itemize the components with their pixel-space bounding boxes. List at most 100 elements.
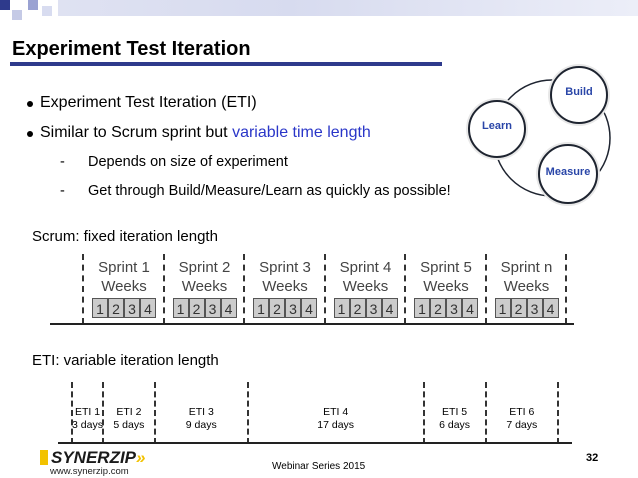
cycle-build-label: Build (565, 86, 593, 98)
sprint-name: Sprint 4 (339, 259, 392, 276)
sub-bullet-build-measure-learn: Get through Build/Measure/Learn as quick… (88, 183, 451, 199)
eti-name: ETI 5 (442, 406, 468, 418)
week-box: 4 (140, 298, 156, 318)
sprint-divider (323, 254, 326, 324)
synerzip-logo: SYNERZIP» (40, 448, 146, 468)
logo-chevrons: » (136, 448, 146, 467)
bullet-dot (27, 131, 33, 137)
title-underline (10, 62, 442, 66)
scrum-label: Scrum: fixed iteration length (32, 228, 218, 245)
week-box: 2 (349, 298, 366, 318)
sprint-header: Sprint n Weeks (491, 258, 563, 296)
bullet-scrum-prefix: Similar to Scrum sprint but (40, 124, 233, 141)
week-box: 1 (333, 298, 350, 318)
week-box: 4 (301, 298, 317, 318)
eti-duration: 3 days (72, 419, 103, 431)
eti-divider (246, 382, 249, 444)
sprint-unit: Weeks (101, 278, 147, 295)
sprint-header: Sprint 1 Weeks (88, 258, 160, 296)
sprint-divider (162, 254, 165, 324)
eti-duration: 17 days (317, 419, 355, 431)
bullet-dot (27, 101, 33, 107)
sprint-name: Sprint 5 (420, 259, 472, 276)
week-box: 2 (188, 298, 205, 318)
scrum-baseline (50, 323, 574, 325)
sub-bullet-dash: - (60, 154, 65, 170)
week-box: 1 (494, 298, 511, 318)
page-number: 32 (586, 452, 599, 464)
header-square-dark (0, 0, 10, 10)
sprint-header: Sprint 4 Weeks (330, 258, 402, 296)
week-box: 3 (285, 298, 301, 318)
sprint-unit: Weeks (262, 278, 308, 295)
week-box: 2 (510, 298, 527, 318)
sub-bullet-experiment-size: Depends on size of experiment (88, 154, 288, 170)
cycle-build-node (550, 66, 608, 124)
sprint-unit: Weeks (503, 278, 550, 295)
sprint-unit: Weeks (342, 278, 389, 295)
week-box: 3 (526, 298, 543, 318)
eti-divider (153, 382, 156, 444)
eti-divider (484, 382, 487, 444)
sprint-header: Sprint 5 Weeks (410, 258, 482, 296)
week-box: 4 (542, 298, 559, 318)
sprint-divider (243, 254, 245, 324)
week-box: 4 (381, 298, 398, 318)
eti-name: ETI 2 (116, 406, 142, 418)
eti-name: ETI 4 (323, 406, 349, 418)
week-box: 3 (446, 298, 462, 318)
week-box: 2 (430, 298, 446, 318)
week-box: 1 (253, 298, 269, 318)
eti-label: ETI: variable iteration length (32, 352, 219, 369)
page-title: Experiment Test Iteration (12, 38, 251, 60)
sprint-name: Sprint 1 (98, 259, 150, 276)
eti-duration: 6 days (439, 419, 471, 431)
eti-duration: 7 days (506, 419, 538, 431)
eti-baseline (58, 442, 572, 444)
footer-url: www.synerzip.com (50, 466, 129, 477)
bullet-scrum-comparison: Similar to Scrum sprint but variable tim… (40, 124, 371, 142)
week-box: 1 (414, 298, 430, 318)
sprint-name: Sprint 2 (178, 259, 231, 276)
week-box: 4 (462, 298, 478, 318)
sprint-header: Sprint 3 Weeks (249, 258, 321, 296)
sub-bullet-dash: - (60, 183, 65, 199)
eti-name: ETI 3 (188, 406, 214, 418)
sprint-unit: Weeks (423, 278, 469, 295)
sprint-divider (484, 254, 487, 324)
week-box: 1 (172, 298, 189, 318)
header-square-pale (42, 6, 52, 16)
week-box: 2 (269, 298, 285, 318)
week-box: 4 (220, 298, 237, 318)
eti-name: ETI 6 (509, 406, 535, 418)
eti-duration: 9 days (185, 419, 217, 431)
sprint-divider (82, 254, 84, 324)
week-box: 3 (204, 298, 221, 318)
sprint-name: Sprint n (500, 259, 553, 276)
sprint-divider (565, 254, 567, 324)
eti-divider (422, 382, 425, 444)
cycle-learn-label: Learn (482, 120, 512, 132)
eti-divider (71, 382, 73, 444)
eti-divider (102, 382, 105, 444)
header-square-mid (28, 0, 38, 10)
sprint-unit: Weeks (181, 278, 228, 295)
cycle-measure-label: Measure (545, 166, 591, 178)
week-box: 1 (92, 298, 108, 318)
week-box: 2 (108, 298, 124, 318)
logo-text: SYNERZIP (51, 448, 137, 467)
header-gradient-bar (58, 0, 638, 16)
eti-iteration: ETI 4 17 days (248, 406, 424, 432)
header-square-light (12, 10, 22, 20)
eti-name: ETI 1 (74, 406, 101, 418)
sprint-divider (404, 254, 406, 324)
eti-duration: 5 days (113, 419, 145, 431)
eti-divider (557, 382, 559, 444)
bullet-eti: Experiment Test Iteration (ETI) (40, 94, 257, 111)
week-box: 3 (124, 298, 140, 318)
sprint-header: Sprint 2 Weeks (169, 258, 241, 296)
